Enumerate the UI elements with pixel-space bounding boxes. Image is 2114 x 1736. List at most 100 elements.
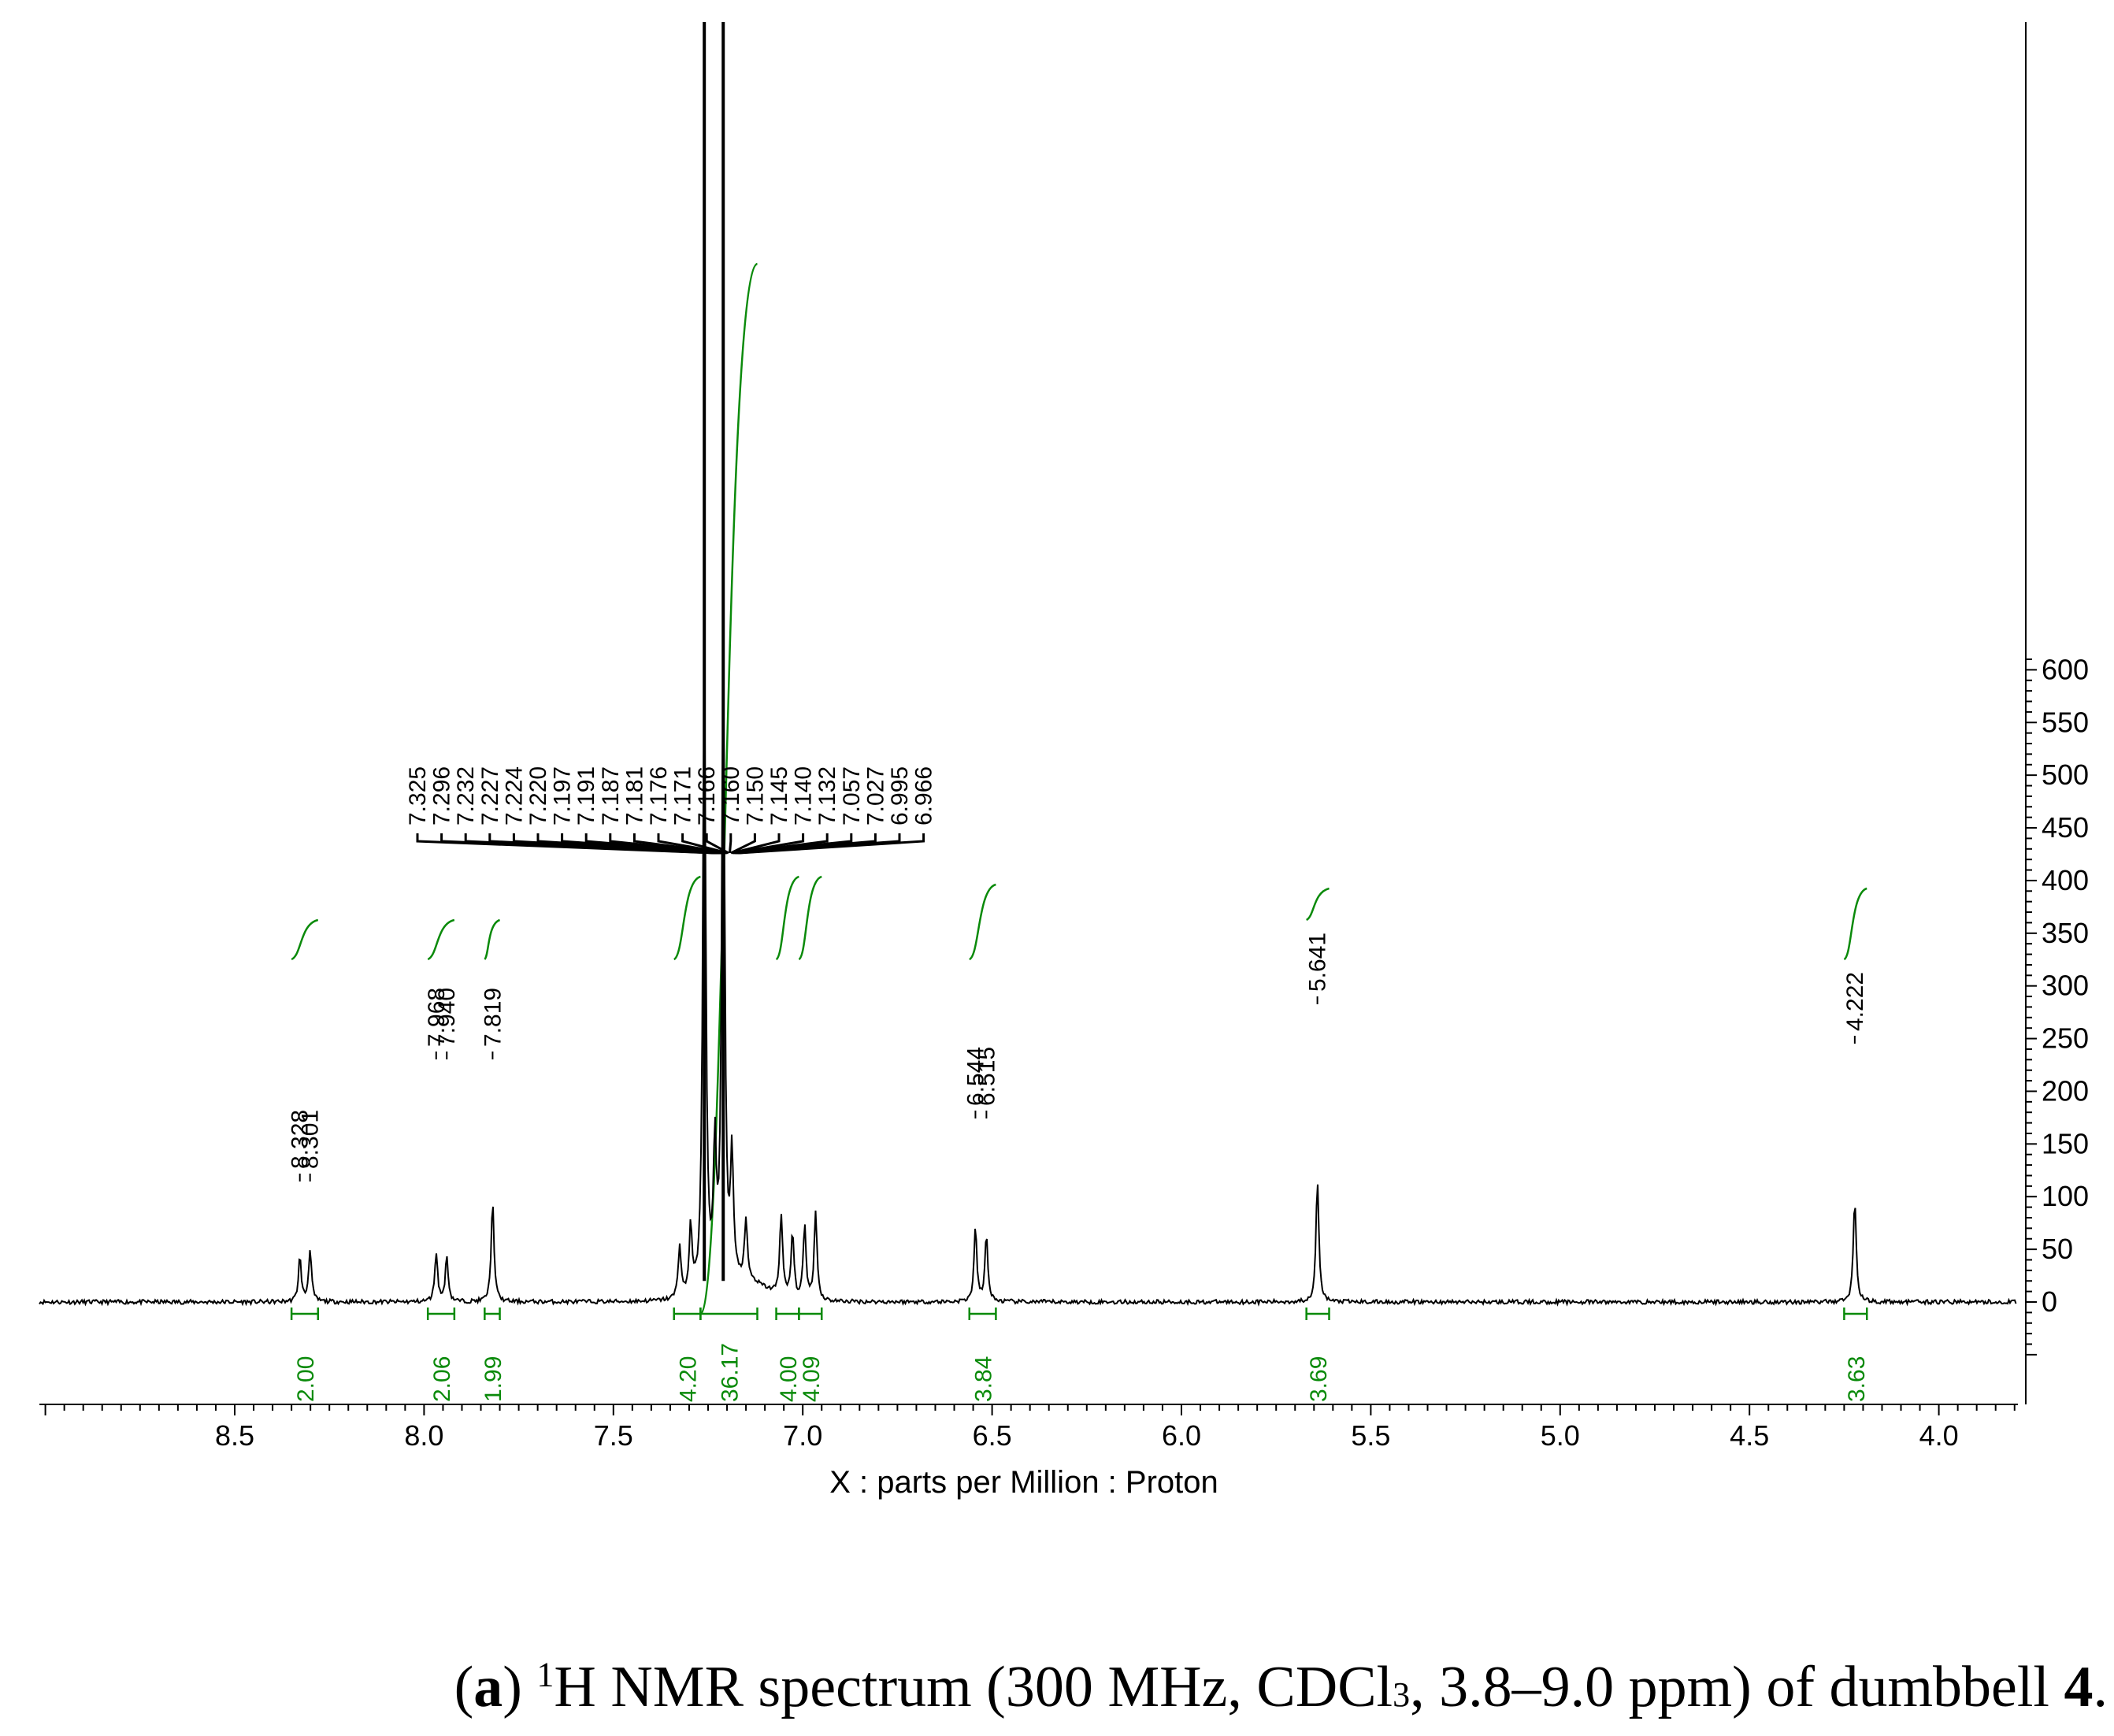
fan-peak-label: 7.325 [405,766,431,825]
integral-value: 2.00 [293,1356,319,1402]
fan-leader [732,833,781,855]
integral-value: 4.09 [799,1356,825,1402]
integral-value: 36.17 [717,1343,743,1402]
integral-curve [968,883,996,961]
caption-open: ( [454,1655,474,1719]
x-tick-label: 7.0 [783,1419,822,1452]
fan-peak-label: 7.150 [742,766,768,825]
x-tick-label: 8.5 [215,1419,254,1452]
peak-label: 8.301 [298,1110,324,1169]
peak-label: 7.819 [480,988,506,1047]
y-tick-label: 50 [2042,1233,2073,1265]
integral-curve [699,262,758,1315]
y-tick-label: 100 [2042,1180,2089,1212]
fan-peak-label: 7.171 [670,766,696,825]
y-tick-label: 200 [2042,1074,2089,1107]
peak-label: 7.968 [424,988,450,1047]
fan-peak-label: 7.027 [862,766,888,825]
integral-curve [1843,887,1867,961]
x-tick-label: 5.5 [1351,1419,1390,1452]
integral-bracket [426,1308,456,1320]
integral-bracket [290,1308,320,1320]
integral-value: 4.00 [776,1356,802,1402]
integral-bracket [484,1308,501,1320]
integral-labels: 2.00 2.06 1.99 4.20 36.17 4.004.09 3.84 3.69 3.6… [290,1308,1870,1402]
spectrum-trace [39,22,2017,1307]
fan-peak-label: 7.160 [718,766,744,825]
y-tick-label: 400 [2042,864,2089,896]
integral-bracket [1843,1308,1868,1320]
integral-curve [775,875,800,961]
fan-peak-label: 6.995 [887,766,913,825]
integral-value: 1.99 [480,1356,506,1402]
y-tick-label: 300 [2042,970,2089,1002]
caption-sub: 3 [1393,1675,1411,1714]
integral-value: 3.63 [1844,1356,1870,1402]
fan-peak-label: 7.296 [429,766,455,825]
x-tick-label: 4.5 [1730,1419,1769,1452]
peak-label-leader-lines [416,833,925,855]
integral-value: 3.69 [1306,1356,1332,1402]
x-axis: 8.5 8.0 7.5 7.0 6.5 6.0 5.5 5.0 4.5 4.0 [39,1404,2018,1452]
y-tick-label: 600 [2042,653,2089,685]
integral-curve [484,918,501,960]
fan-peak-label: 7.232 [453,766,479,825]
figure-caption: (a) 1H NMR spectrum (300 MHz, CDCl3, 3.8… [0,1654,2108,1721]
fan-peak-label: 7.191 [573,766,599,825]
fan-peak-label: 7.166 [694,766,720,825]
y-tick-label: 450 [2042,811,2089,844]
y-tick-label: 250 [2042,1022,2089,1055]
spectrum-line [39,641,2017,1307]
x-tick-label: 5.0 [1541,1419,1580,1452]
fan-leader [729,833,732,854]
integral-bracket [1305,1308,1330,1320]
x-tick-label: 7.5 [594,1419,633,1452]
peak-label: 4.222 [1842,972,1868,1031]
peak-label: 8.328 [287,1110,313,1169]
fan-peak-label: 7.220 [525,766,551,825]
fan-leader [681,833,728,855]
fan-peak-label: 7.057 [839,766,865,825]
fan-peak-label: 7.181 [621,766,647,825]
fan-peak-label: 7.187 [598,766,624,825]
integral-curve [291,918,319,961]
peak-label: 6.515 [974,1047,1000,1106]
integral-bracket [699,1308,758,1320]
y-axis: 0 50 100 150 200 250 300 350 400 450 500 550 600 [2025,22,2089,1404]
integral-bracket [775,1308,800,1320]
integral-value: 4.20 [676,1356,702,1402]
integral-value: 2.06 [429,1356,455,1402]
x-tick-label: 6.5 [973,1419,1012,1452]
caption-close: ) [503,1655,522,1719]
fan-leader [632,833,725,855]
integral-curve [1305,887,1330,922]
y-tick-label: 350 [2042,917,2089,949]
fan-leader [730,833,756,855]
x-tick-label: 4.0 [1919,1419,1959,1452]
y-tick-label: 0 [2042,1285,2057,1318]
caption-compound: 4 [2064,1655,2094,1719]
fan-peak-label: 7.227 [477,766,503,825]
x-tick-label: 6.0 [1162,1419,1201,1452]
integral-curve [427,918,455,961]
integral-curve [798,875,822,961]
peak-label: 6.544 [962,1047,988,1106]
fan-peak-label: 7.224 [501,766,527,825]
fan-peak-label: 7.197 [550,766,576,825]
caption-label: a [473,1655,503,1719]
peak-label: 7.940 [434,988,460,1047]
fan-peak-label: 7.140 [791,766,817,825]
integral-bracket [673,1308,702,1320]
integral-curve [673,875,701,961]
x-axis-title: X : parts per Million : Proton [829,1465,1218,1500]
integral-bracket [968,1308,997,1320]
caption-sup: 1 [536,1655,554,1694]
fan-peak-label: 7.132 [814,766,840,825]
integral-curves [291,262,1867,1315]
fan-peak-label: 6.966 [911,766,937,825]
fan-peak-label: 7.176 [646,766,672,825]
x-tick-label: 8.0 [404,1419,443,1452]
integral-value: 3.84 [971,1356,997,1402]
caption-end: . [2093,1655,2108,1719]
